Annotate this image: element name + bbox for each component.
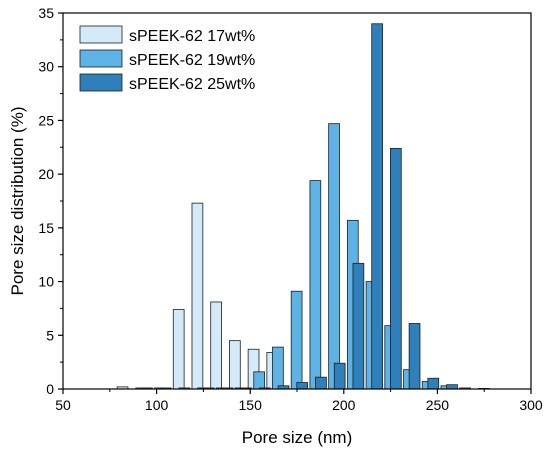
bar-1-115 (172, 309, 185, 390)
bar-2-175 (290, 290, 303, 390)
bar-3-205 (352, 262, 365, 390)
bar-2-185 (309, 180, 322, 390)
bar-2-165 (272, 346, 284, 390)
bar-2-195 (328, 123, 340, 390)
y-tick-label-0: 0 (46, 381, 54, 397)
y-tick-label-25: 25 (38, 112, 54, 128)
x-tick-label-100: 100 (145, 397, 169, 413)
legend: sPEEK-62 17wt% sPEEK-62 19wt% sPEEK-62 25w… (79, 25, 255, 93)
x-tick-label-300: 300 (519, 397, 543, 413)
bar-3-245 (427, 377, 440, 390)
y-tick-label-15: 15 (38, 220, 54, 236)
y-tick-label-5: 5 (46, 327, 54, 343)
legend-label-3: sPEEK-62 25wt% (129, 76, 255, 93)
y-tick-label-35: 35 (38, 5, 54, 21)
x-tick-label-250: 250 (426, 397, 450, 413)
bar-3-175 (296, 382, 309, 390)
legend-label-1: sPEEK-62 17wt% (129, 28, 255, 45)
x-tick-label-50: 50 (55, 397, 71, 413)
legend-swatch-2 (79, 49, 123, 68)
legend-swatch-3 (79, 73, 123, 92)
x-ticks: 50 100 150 200 250 300 (55, 389, 543, 413)
legend-swatch-1 (79, 25, 123, 44)
bar-3-235 (408, 323, 421, 390)
x-tick-label-200: 200 (332, 397, 356, 413)
y-tick-label-10: 10 (38, 274, 54, 290)
y-tick-label-30: 30 (38, 59, 54, 75)
legend-label-2: sPEEK-62 19wt% (129, 52, 255, 69)
bar-1-145 (229, 340, 241, 390)
bar-2-155 (253, 371, 266, 390)
bar-3-255 (446, 384, 458, 390)
bar-1-125 (191, 202, 204, 390)
x-axis-label: Pore size (nm) (242, 428, 353, 447)
y-ticks: 0 5 10 15 20 25 30 35 (38, 5, 63, 397)
bar-3-225 (390, 147, 402, 390)
x-tick-label-150: 150 (239, 397, 263, 413)
y-axis-label: Pore size distribution (%) (8, 107, 27, 296)
bar-3-185 (315, 376, 327, 390)
y-tick-label-20: 20 (38, 166, 54, 182)
bar-3-195 (333, 362, 346, 390)
bars-layer (116, 23, 490, 390)
bar-1-135 (210, 301, 222, 390)
bar-3-215 (371, 23, 383, 390)
